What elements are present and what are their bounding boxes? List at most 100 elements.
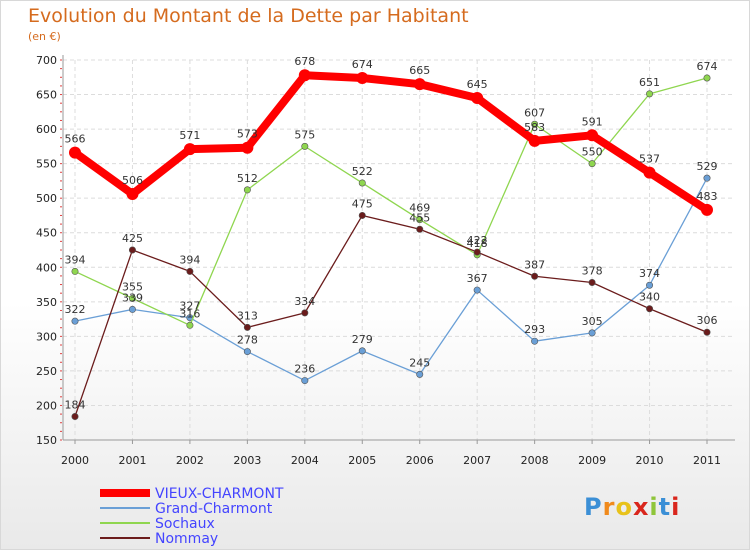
data-label-vieux-charmont: 645 xyxy=(467,78,488,91)
proxiti-logo: Proxiti xyxy=(584,493,681,521)
y-tick-label: 600 xyxy=(36,123,57,136)
data-point-vieux-charmont xyxy=(413,78,426,91)
data-point-nommay xyxy=(243,323,251,331)
data-point-grand-charmont xyxy=(473,286,481,294)
data-label-sochaux: 394 xyxy=(65,253,86,266)
data-point-nommay xyxy=(646,305,654,313)
data-point-vieux-charmont xyxy=(298,69,311,82)
data-label-nommay: 425 xyxy=(122,232,143,245)
data-point-vieux-charmont xyxy=(126,188,139,201)
data-label-sochaux: 550 xyxy=(582,146,603,159)
x-tick-label: 2003 xyxy=(233,454,261,467)
x-tick-label: 2004 xyxy=(291,454,319,467)
data-point-nommay xyxy=(301,309,309,317)
y-tick-label: 550 xyxy=(36,158,57,171)
data-point-sochaux xyxy=(71,267,79,275)
data-point-grand-charmont xyxy=(301,377,309,385)
grid-lines xyxy=(63,59,735,440)
data-point-nommay xyxy=(703,328,711,336)
data-point-grand-charmont xyxy=(588,329,596,337)
data-point-nommay xyxy=(416,225,424,233)
data-label-grand-charmont: 367 xyxy=(467,272,488,285)
y-tick-label: 200 xyxy=(36,399,57,412)
data-point-nommay xyxy=(473,248,481,256)
y-tick-label: 250 xyxy=(36,365,57,378)
data-point-vieux-charmont xyxy=(69,146,81,159)
x-tick-label: 2010 xyxy=(636,454,664,467)
y-tick-label: 700 xyxy=(36,54,57,67)
x-tick-label: 2000 xyxy=(61,454,89,467)
x-tick-label: 2006 xyxy=(406,454,434,467)
data-point-sochaux xyxy=(243,186,251,194)
data-label-sochaux: 674 xyxy=(697,60,718,73)
data-point-nommay xyxy=(531,272,539,280)
data-point-grand-charmont xyxy=(358,347,366,355)
series-line-grand-charmont xyxy=(74,177,708,382)
data-point-sochaux xyxy=(531,120,539,128)
data-label-vieux-charmont: 571 xyxy=(179,129,200,142)
data-label-nommay: 184 xyxy=(65,399,86,412)
series-line-sochaux xyxy=(74,77,708,326)
data-label-sochaux: 469 xyxy=(409,202,430,215)
data-point-sochaux xyxy=(301,142,309,150)
y-tick-label: 650 xyxy=(36,89,57,102)
data-label-nommay: 387 xyxy=(524,258,545,271)
data-label-sochaux: 316 xyxy=(179,307,200,320)
data-point-nommay xyxy=(128,246,136,254)
data-point-sochaux xyxy=(416,216,424,224)
series-line-vieux-charmont xyxy=(72,71,710,214)
data-label-vieux-charmont: 591 xyxy=(582,115,603,128)
data-label-sochaux: 418 xyxy=(467,237,488,250)
y-tick-label: 300 xyxy=(36,330,57,343)
data-label-grand-charmont: 293 xyxy=(524,323,545,336)
x-tick-label: 2005 xyxy=(348,454,376,467)
data-label-nommay: 455 xyxy=(409,211,430,224)
data-label-vieux-charmont: 573 xyxy=(237,128,258,141)
data-label-sochaux: 355 xyxy=(122,280,143,293)
data-point-vieux-charmont xyxy=(586,129,599,142)
data-label-nommay: 475 xyxy=(352,197,373,210)
data-label-vieux-charmont: 674 xyxy=(352,58,373,71)
x-tick-label: 2008 xyxy=(521,454,549,467)
data-label-sochaux: 651 xyxy=(639,76,660,89)
data-label-vieux-charmont: 483 xyxy=(697,190,718,203)
data-point-vieux-charmont xyxy=(701,203,713,216)
series-layer xyxy=(69,69,713,421)
legend: VIEUX-CHARMONTGrand-CharmontSochauxNomma… xyxy=(100,486,284,547)
data-label-vieux-charmont: 537 xyxy=(639,153,660,166)
y-tick-label: 500 xyxy=(36,192,57,205)
data-label-grand-charmont: 529 xyxy=(697,160,718,173)
data-label-sochaux: 575 xyxy=(294,128,315,141)
data-label-vieux-charmont: 665 xyxy=(409,64,430,77)
y-tick-label: 400 xyxy=(36,261,57,274)
data-label-grand-charmont: 374 xyxy=(639,267,660,280)
data-label-vieux-charmont: 678 xyxy=(294,55,315,68)
y-tick-label: 450 xyxy=(36,227,57,240)
legend-label-grand-charmont: Grand-Charmont xyxy=(155,501,273,517)
data-label-nommay: 334 xyxy=(294,295,315,308)
data-label-sochaux: 522 xyxy=(352,165,373,178)
data-label-grand-charmont: 339 xyxy=(122,291,143,304)
data-point-vieux-charmont xyxy=(183,143,196,156)
data-point-grand-charmont xyxy=(531,337,539,345)
data-label-grand-charmont: 245 xyxy=(409,356,430,369)
data-point-vieux-charmont xyxy=(471,92,484,104)
data-label-nommay: 422 xyxy=(467,234,488,247)
data-point-grand-charmont xyxy=(243,348,251,356)
data-point-sochaux xyxy=(703,74,711,82)
data-label-nommay: 313 xyxy=(237,309,258,322)
chart-subtitle: (en €) xyxy=(28,30,61,43)
x-tick-label: 2009 xyxy=(578,454,606,467)
data-label-nommay: 394 xyxy=(179,253,200,266)
data-label-grand-charmont: 322 xyxy=(65,303,86,316)
data-label-vieux-charmont: 566 xyxy=(65,133,86,146)
data-label-grand-charmont: 236 xyxy=(294,363,315,376)
data-point-vieux-charmont xyxy=(241,141,254,154)
data-label-nommay: 378 xyxy=(582,264,603,277)
data-point-nommay xyxy=(186,267,194,275)
x-tick-label: 2002 xyxy=(176,454,204,467)
data-point-grand-charmont xyxy=(71,317,79,325)
x-tick-label: 2007 xyxy=(463,454,491,467)
